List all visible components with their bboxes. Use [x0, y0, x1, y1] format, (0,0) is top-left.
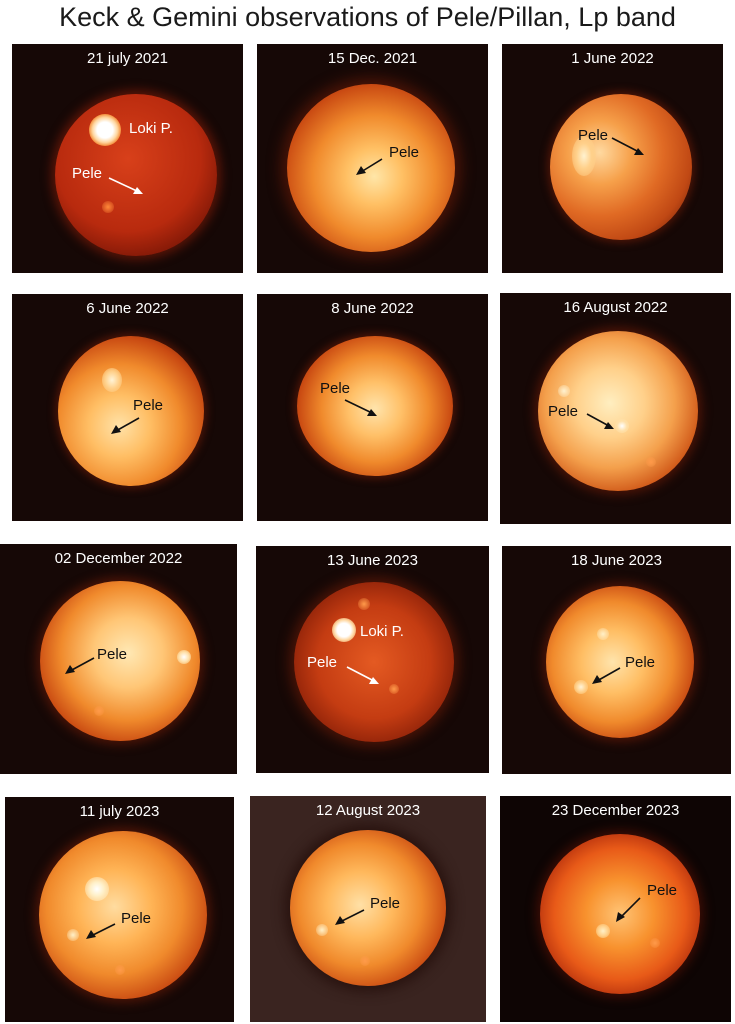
io-disk: [55, 94, 217, 256]
pele-label: Pele: [370, 895, 401, 912]
loki-patera-hotspot: [332, 618, 356, 642]
hotspot: [558, 385, 570, 397]
panel-date: 12 August 2023: [315, 802, 421, 819]
pele-arrow: [65, 657, 95, 674]
panel-23-december-2023: 23 December 2023 Pele: [500, 796, 731, 1022]
hotspot: [389, 684, 399, 694]
pele-label: Pele: [72, 165, 103, 182]
pele-label: Pele: [647, 882, 678, 899]
pele-arrow: [108, 177, 143, 194]
pele-label: Pele: [97, 646, 128, 663]
panel-11-july-2023: 11 july 2023 Pele: [5, 797, 234, 1022]
panel-date: 21 july 2021: [87, 50, 168, 67]
hotspot: [115, 965, 125, 975]
hotspot: [574, 680, 588, 694]
loki-patera-hotspot: [89, 114, 121, 146]
pele-label: Pele: [625, 654, 656, 671]
hotspot: [67, 929, 79, 941]
hotspot: [85, 877, 109, 901]
panel-date: 23 December 2023: [551, 802, 680, 819]
hotspot: [177, 650, 191, 664]
hotspot: [358, 598, 370, 610]
hotspot: [102, 368, 122, 392]
pele-arrow: [344, 399, 377, 416]
panel-12-august-2023: 12 August 2023 Pele: [250, 796, 486, 1022]
panel-02-december-2022: 02 December 2022 Pele: [0, 544, 237, 774]
hotspot: [650, 938, 660, 948]
panel-date: 8 June 2022: [331, 300, 414, 317]
pele-label: Pele: [548, 403, 579, 420]
hotspot: [316, 924, 328, 936]
hotspot: [615, 419, 629, 433]
pele-arrow: [592, 667, 621, 684]
hotspot: [572, 136, 596, 176]
panel-date: 02 December 2022: [54, 550, 183, 567]
pele-label: Pele: [578, 127, 609, 144]
panel-13-june-2023: 13 June 2023 Loki P. Pele: [256, 546, 489, 773]
pele-arrow: [346, 666, 379, 684]
pele-arrow: [111, 417, 140, 434]
io-disk: [287, 84, 455, 252]
pele-arrow: [616, 897, 641, 922]
pele-label: Pele: [133, 397, 164, 414]
panel-1-june-2022: 1 June 2022 Pele: [502, 44, 723, 273]
io-disk: [546, 586, 694, 738]
hotspot: [94, 706, 104, 716]
pele-label: Pele: [307, 654, 338, 671]
panel-date: 15 Dec. 2021: [327, 50, 418, 67]
pele-arrow: [586, 413, 614, 429]
pele-label: Pele: [389, 144, 420, 161]
hotspot: [597, 628, 609, 640]
pele-arrow: [86, 923, 116, 939]
panel-18-june-2023: 18 June 2023 Pele: [502, 546, 731, 774]
pele-arrow: [356, 158, 383, 175]
panel-date: 1 June 2022: [571, 50, 654, 67]
io-disk: [40, 581, 200, 741]
io-disk: [58, 336, 204, 486]
figure-title: Keck & Gemini observations of Pele/Pilla…: [59, 2, 676, 32]
loki-label: Loki P.: [129, 120, 173, 137]
hotspot: [646, 457, 656, 467]
hotspot: [596, 924, 610, 938]
loki-label: Loki P.: [360, 623, 404, 640]
pele-label: Pele: [320, 380, 351, 397]
panel-6-june-2022: 6 June 2022 Pele: [12, 294, 243, 521]
io-disk: [538, 331, 698, 491]
io-disk: [297, 336, 453, 476]
pele-label: Pele: [121, 910, 152, 927]
panel-date: 13 June 2023: [327, 552, 418, 569]
hotspot: [102, 201, 114, 213]
panel-21-july-2021: 21 july 2021 Loki P. Pele: [12, 44, 243, 273]
panel-8-june-2022: 8 June 2022 Pele: [257, 294, 488, 521]
io-disk: [294, 582, 454, 742]
hotspot: [360, 956, 370, 966]
panel-15-dec-2021: 15 Dec. 2021 Pele: [257, 44, 488, 273]
pele-arrow: [611, 137, 644, 155]
panel-16-august-2022: 16 August 2022 Pele: [500, 293, 731, 524]
panel-date: 16 August 2022: [563, 299, 668, 316]
pele-arrow: [335, 909, 365, 925]
panel-date: 6 June 2022: [86, 300, 169, 317]
panel-date: 18 June 2023: [571, 552, 662, 569]
panel-date: 11 july 2023: [79, 803, 160, 820]
